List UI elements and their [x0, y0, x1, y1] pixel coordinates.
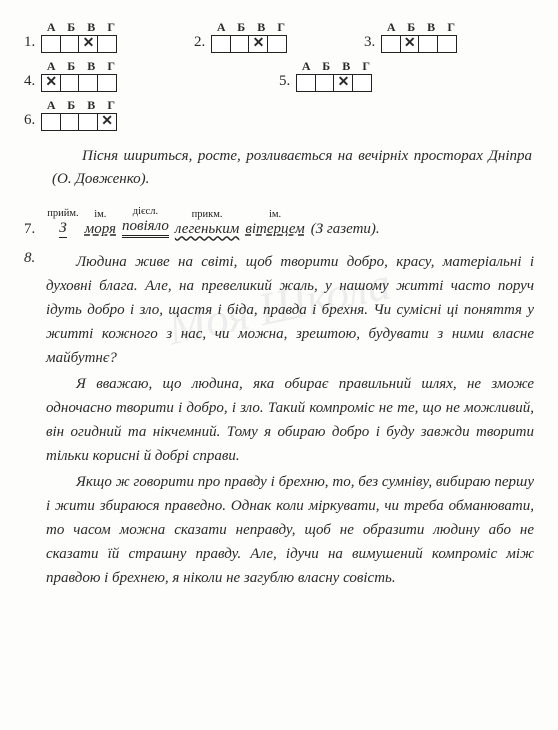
question-8: 8. Людина живе на світі, щоб творити доб…	[24, 250, 534, 592]
answer-cell	[78, 113, 98, 131]
answer-cell	[315, 74, 335, 92]
answer-item: 1. АБВГ	[24, 20, 194, 53]
answer-cell	[97, 35, 117, 53]
answer-cell	[78, 74, 98, 92]
answer-item: 6. АБВГ	[24, 98, 194, 131]
q7-line: 7.прийм.Зім.морядієсл.повіялоприкм.леген…	[24, 206, 534, 238]
answer-cell	[97, 113, 117, 131]
option-label: В	[81, 59, 101, 74]
option-label: Г	[101, 59, 121, 74]
option-label: Г	[101, 20, 121, 35]
answer-cell	[267, 35, 287, 53]
answer-grids: 1.АБВГ2.АБВГ3.АБВГ4.АБВГ5.АБВГ6.АБВГ	[24, 20, 534, 131]
q8-number: 8.	[24, 250, 46, 267]
answer-cell	[211, 35, 231, 53]
answer-grid: АБВГ	[211, 20, 291, 53]
answer-item: 5. АБВГ	[279, 59, 534, 92]
worksheet: 1.АБВГ2.АБВГ3.АБВГ4.АБВГ5.АБВГ6.АБВГ Піс…	[24, 20, 534, 592]
word-text: моря	[85, 221, 116, 238]
option-label: Б	[61, 98, 81, 113]
option-label: Б	[231, 20, 251, 35]
answer-cell	[60, 35, 80, 53]
answer-grid: АБВГ	[41, 98, 121, 131]
essay-paragraph: Я вважаю, що людина, яка обирає правильн…	[46, 372, 534, 468]
parsed-word: ім.вітерцем	[245, 209, 304, 238]
answer-grid: АБВГ	[41, 20, 121, 53]
parsed-word: прикм.легеньким	[175, 209, 239, 238]
pos-label: ім.	[269, 209, 281, 220]
answer-cell	[400, 35, 420, 53]
question-number: 1.	[24, 34, 35, 53]
question-7: 7.прийм.Зім.морядієсл.повіялоприкм.леген…	[24, 206, 534, 238]
option-label: Б	[61, 20, 81, 35]
word-text: вітерцем	[245, 221, 304, 238]
answer-cell	[41, 113, 61, 131]
essay-paragraph: Людина живе на світі, щоб творити добро,…	[46, 250, 534, 370]
answer-cell	[248, 35, 268, 53]
question-number: 4.	[24, 73, 35, 92]
question-number: 2.	[194, 34, 205, 53]
option-label: Г	[271, 20, 291, 35]
answer-item: 4. АБВГ	[24, 59, 279, 92]
option-label: Б	[316, 59, 336, 74]
answer-cell	[41, 35, 61, 53]
answer-cell	[41, 74, 61, 92]
answer-cell	[437, 35, 457, 53]
option-label: Б	[61, 59, 81, 74]
pos-label: дієсл.	[133, 206, 158, 217]
option-label: Б	[401, 20, 421, 35]
option-label: А	[296, 59, 316, 74]
pos-label: прикм.	[192, 209, 223, 220]
q7-number: 7.	[24, 221, 35, 238]
answer-cell	[78, 35, 98, 53]
option-label: А	[381, 20, 401, 35]
option-label: Г	[356, 59, 376, 74]
answer-grid: АБВГ	[381, 20, 461, 53]
parsed-word: ім.моря	[85, 209, 116, 238]
option-label: Г	[441, 20, 461, 35]
answer-cell	[381, 35, 401, 53]
answer-grid: АБВГ	[296, 59, 376, 92]
answer-grid: АБВГ	[41, 59, 121, 92]
answer-cell	[352, 74, 372, 92]
answer-cell	[60, 113, 80, 131]
answer-cell	[333, 74, 353, 92]
option-label: Г	[101, 98, 121, 113]
parsed-word: дієсл.повіяло	[122, 206, 169, 238]
example-sentence: Пісня шириться, росте, розливається на в…	[52, 145, 532, 192]
option-label: В	[251, 20, 271, 35]
q7-source: (З газети).	[311, 221, 380, 238]
pos-label: ім.	[94, 209, 106, 220]
word-text: легеньким	[175, 221, 239, 238]
answer-cell	[418, 35, 438, 53]
pos-label: прийм.	[47, 208, 78, 219]
option-label: А	[41, 98, 61, 113]
essay-text: Людина живе на світі, щоб творити добро,…	[46, 250, 534, 592]
question-number: 3.	[364, 34, 375, 53]
parsed-word: прийм.З	[47, 208, 78, 238]
answer-item: 3. АБВГ	[364, 20, 534, 53]
answer-cell	[296, 74, 316, 92]
answer-cell	[230, 35, 250, 53]
essay-paragraph: Якщо ж говорити про правду і брехню, то,…	[46, 470, 534, 590]
option-label: В	[81, 20, 101, 35]
answer-cell	[60, 74, 80, 92]
question-number: 6.	[24, 112, 35, 131]
answer-item: 2. АБВГ	[194, 20, 364, 53]
word-text: З	[59, 220, 66, 238]
option-label: А	[41, 59, 61, 74]
word-text: повіяло	[122, 218, 169, 238]
option-label: В	[336, 59, 356, 74]
option-label: В	[81, 98, 101, 113]
option-label: А	[211, 20, 231, 35]
option-label: В	[421, 20, 441, 35]
option-label: А	[41, 20, 61, 35]
question-number: 5.	[279, 73, 290, 92]
answer-cell	[97, 74, 117, 92]
